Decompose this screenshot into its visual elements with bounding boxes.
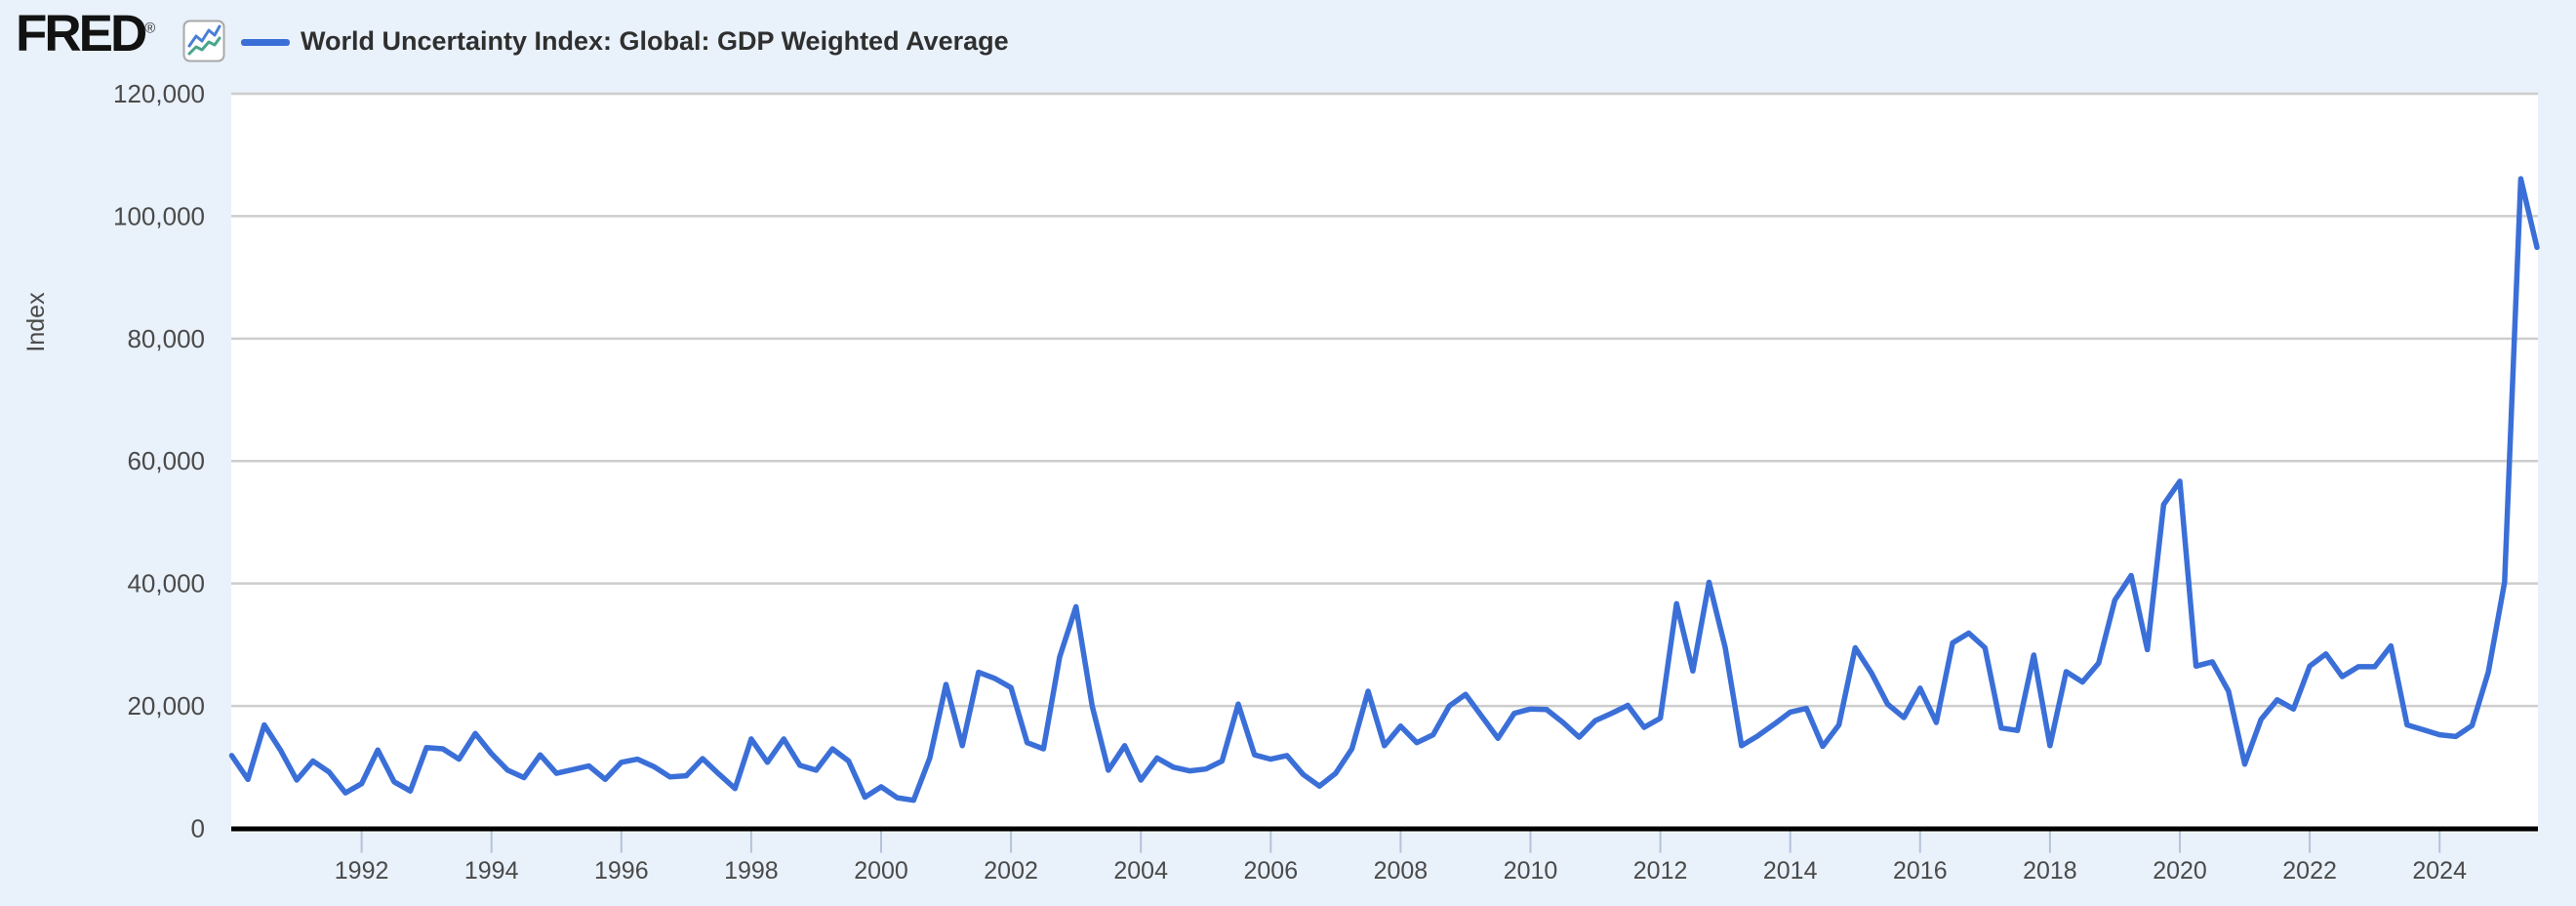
y-tick-label: 40,000 [127, 569, 205, 598]
x-tick-label: 2022 [2282, 857, 2337, 885]
y-tick-label: 0 [191, 814, 205, 844]
series-line [228, 176, 2540, 803]
icon-blue-line [187, 24, 221, 48]
x-tick-label: 2008 [1374, 857, 1429, 885]
y-tick-label: 120,000 [113, 79, 205, 108]
legend-line-swatch [241, 39, 290, 46]
x-tick-label: 2010 [1504, 857, 1558, 885]
gridlines [231, 92, 2538, 708]
y-axis-title: Index [22, 292, 50, 352]
y-tick-labels: 0 20,000 40,000 60,000 80,000 100,000 120,000 [113, 79, 205, 844]
y-tick-label: 20,000 [127, 691, 205, 721]
x-tick-label: 2014 [1763, 857, 1818, 885]
y-tick-label: 80,000 [127, 324, 205, 353]
x-tick-label: 2016 [1893, 857, 1948, 885]
x-tick-label: 1998 [724, 857, 779, 885]
plot-area [231, 94, 2538, 833]
x-tick-label: 2002 [984, 857, 1038, 885]
x-tick-label: 2018 [2023, 857, 2077, 885]
x-tick-label: 2012 [1633, 857, 1688, 885]
fred-logo: FRED® [16, 8, 155, 60]
registered-mark: ® [144, 20, 156, 37]
x-tick-labels: 1992 1994 1996 1998 2000 2002 2004 2006 2008 2010… [335, 857, 2467, 885]
x-tick-label: 2004 [1113, 857, 1168, 885]
line-chart-icon [182, 20, 225, 62]
x-ticks [360, 831, 2441, 853]
y-tick-label: 60,000 [127, 446, 205, 475]
x-tick-label: 1996 [594, 857, 649, 885]
x-tick-label: 1992 [335, 857, 389, 885]
icon-teal-line [187, 36, 221, 56]
x-tick-label: 2020 [2153, 857, 2207, 885]
x-tick-label: 1994 [464, 857, 519, 885]
x-tick-label: 2000 [854, 857, 908, 885]
x-axis-line [231, 826, 2538, 832]
y-tick-label: 100,000 [113, 201, 205, 230]
series-title: World Uncertainty Index: Global: GDP Wei… [301, 26, 1009, 56]
x-tick-label: 2006 [1243, 857, 1298, 885]
fred-logo-text: FRED [16, 5, 147, 62]
x-tick-label: 2024 [2412, 857, 2467, 885]
